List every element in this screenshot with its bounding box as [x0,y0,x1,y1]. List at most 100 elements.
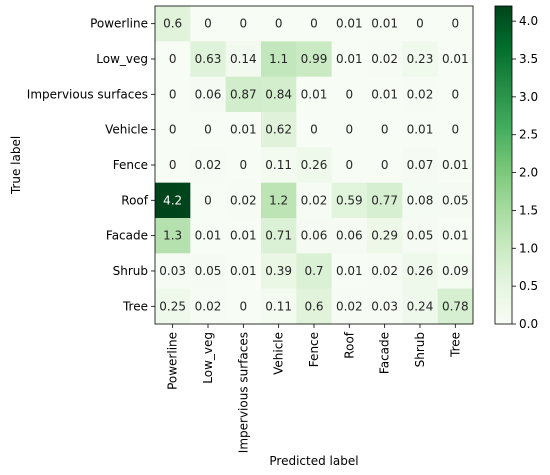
heatmap-cell [366,288,403,325]
heatmap-cell [260,217,297,254]
cell-value-label: 0.02 [407,87,434,101]
heatmap-cell [402,6,439,42]
heatmap-cell [155,182,191,219]
colorbar-tick-label: 0.0 [519,317,538,331]
cell-value-label: 4.2 [163,193,182,207]
cell-value-label: 0.05 [407,229,434,243]
heatmap-cell [260,76,297,113]
y-tick-label: Fence [113,158,148,172]
cell-value-label: 0 [416,17,424,31]
cell-value-label: 0.02 [195,158,222,172]
colorbar: 0.0 0.5 1.0 1.5 2.0 2.5 3.0 3.5 4.0 [494,5,538,331]
cell-value-label: 0.06 [195,87,222,101]
y-tick-label: Shrub [113,264,148,278]
cell-value-label: 0.06 [301,229,328,243]
cell-value-label: 1.3 [163,229,182,243]
heatmap-cell [260,41,297,78]
heatmap-cell [366,217,403,254]
heatmap-cell [190,76,227,113]
cell-value-label: 0 [204,123,212,137]
cell-value-label: 0 [451,87,459,101]
heatmap-cell [296,288,333,325]
cell-value-label: 0.08 [407,193,434,207]
cell-value-label: 0.09 [442,264,469,278]
colorbar-tick-label: 2.0 [519,166,538,180]
heatmap-cell [296,6,333,42]
heatmap-cell [155,288,191,325]
heatmap-cell-values: 0.6 0 0 0 0 0.01 0.01 0 0 0 0.63 0.14 1.1 0.99 0.01 0.0… [159,17,468,314]
heatmap-cells [155,6,474,325]
heatmap-cell [296,147,333,184]
colorbar-tick-label: 3.0 [519,90,538,104]
heatmap-cell [402,288,439,325]
y-tick-label: Tree [122,299,148,313]
heatmap-cell [437,6,474,42]
colorbar-tick-label: 1.5 [519,203,538,217]
colorbar-tick-label: 4.0 [519,14,538,28]
cell-value-label: 0 [345,87,353,101]
colorbar-tick-label: 2.5 [519,128,538,142]
cell-value-label: 0.02 [371,52,398,66]
cell-value-label: 0.05 [442,193,469,207]
cell-value-label: 0.01 [230,264,257,278]
cell-value-label: 0 [240,299,248,313]
heatmap-cell [366,182,403,219]
y-tick-label: Facade [106,229,148,243]
cell-value-label: 0.71 [265,229,292,243]
heatmap-cell [296,253,333,290]
heatmap-cell [331,111,368,148]
colorbar-tick-label: 1.0 [519,241,538,255]
heatmap-cell [437,217,474,254]
heatmap-cell [225,147,262,184]
cell-value-label: 0 [451,123,459,137]
heatmap-cell [190,111,227,148]
heatmap-cell [402,41,439,78]
colorbar-tick-label: 0.5 [519,279,538,293]
cell-value-label: 0.06 [336,229,363,243]
heatmap-cell [331,41,368,78]
cell-value-label: 0.6 [163,17,182,31]
heatmap-cell [190,182,227,219]
cell-value-label: 0 [381,123,389,137]
cell-value-label: 0 [204,193,212,207]
heatmap-cell [260,147,297,184]
cell-value-label: 0 [240,17,248,31]
heatmap-cell [225,182,262,219]
heatmap-cell [155,41,191,78]
y-tick-label: Powerline [90,17,148,31]
heatmap-cell [366,253,403,290]
heatmap-cell [402,217,439,254]
heatmap-cell [296,111,333,148]
heatmap-cell [331,288,368,325]
heatmap-cell [190,41,227,78]
cell-value-label: 0.39 [265,264,292,278]
cell-value-label: 0.63 [195,52,222,66]
cell-value-label: 0.59 [336,193,363,207]
cell-value-label: 0.01 [336,17,363,31]
cell-value-label: 0.99 [301,52,328,66]
x-tick-label: Shrub [413,332,427,367]
heatmap-cell [437,147,474,184]
heatmap-cell [366,6,403,42]
heatmap-cell [225,76,262,113]
heatmap-cell [402,147,439,184]
cell-value-label: 0.01 [371,17,398,31]
cell-value-label: 0 [169,123,177,137]
heatmap-cell [155,253,191,290]
cell-value-label: 0 [345,123,353,137]
colorbar-tick-label: 3.5 [519,52,538,66]
x-tick-label: Fence [307,332,321,367]
cell-value-label: 0.01 [195,229,222,243]
heatmap-cell [437,41,474,78]
cell-value-label: 0 [204,17,212,31]
cell-value-label: 0.01 [371,87,398,101]
cell-value-label: 0.02 [230,193,257,207]
cell-value-label: 0.02 [336,299,363,313]
heatmap-cell [260,253,297,290]
heatmap-cell [437,288,474,325]
heatmap-cell [155,111,191,148]
cell-value-label: 0.01 [336,264,363,278]
x-tick-label: Facade [378,332,392,374]
heatmap-cell [437,76,474,113]
y-tick-label: Low_veg [96,52,148,66]
